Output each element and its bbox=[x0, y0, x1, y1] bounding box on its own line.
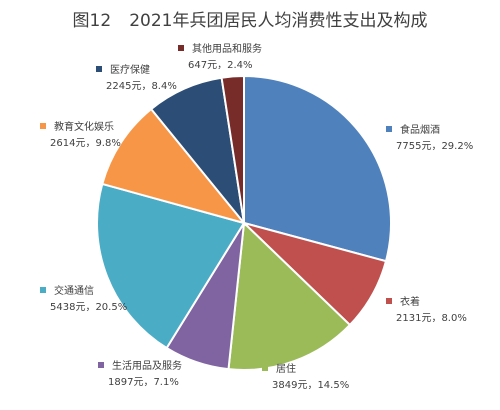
slice-value-label: 2245元，8.4% bbox=[106, 81, 177, 92]
legend-marker bbox=[386, 126, 392, 132]
slice-category-label: 生活用品及服务 bbox=[112, 359, 182, 372]
slice-label-2: 衣着 2131元，8.0% bbox=[386, 295, 467, 324]
slice-category-label: 食品烟酒 bbox=[400, 123, 440, 136]
slice-label-7: 医疗保健 2245元，8.4% bbox=[96, 63, 177, 92]
slice-category-label: 医疗保健 bbox=[110, 63, 150, 76]
chart-title: 图12 2021年兵团居民人均消费性支出及构成 bbox=[0, 6, 500, 31]
slice-category-label: 交通通信 bbox=[54, 284, 94, 297]
legend-marker bbox=[40, 287, 46, 293]
slice-1 bbox=[243, 74, 392, 263]
figure-number: 图12 bbox=[72, 11, 112, 31]
figure-title-text: 2021年兵团居民人均消费性支出及构成 bbox=[129, 11, 428, 31]
slice-label-4: 生活用品及服务 1897元，7.1% bbox=[98, 359, 182, 388]
slice-label-6: 教育文化娱乐 2614元，9.8% bbox=[40, 120, 121, 149]
legend-marker bbox=[386, 298, 392, 304]
slice-category-label: 衣着 bbox=[400, 295, 420, 308]
slice-value-label: 2131元，8.0% bbox=[396, 313, 467, 324]
slice-label-8: 其他用品和服务 647元，2.4% bbox=[178, 42, 262, 71]
slice-category-label: 教育文化娱乐 bbox=[54, 120, 114, 133]
legend-marker bbox=[40, 123, 46, 129]
slice-labels: 食品烟酒 7755元，29.2% 衣着 2131元，8.0% 居住 3849元，14.5%… bbox=[40, 42, 473, 391]
slice-label-5: 交通通信 5438元，20.5% bbox=[40, 284, 127, 313]
slice-3 bbox=[227, 220, 352, 371]
slice-value-label: 5438元，20.5% bbox=[50, 302, 127, 313]
slice-value-label: 647元，2.4% bbox=[188, 60, 253, 71]
legend-marker bbox=[96, 66, 102, 72]
pie-slices bbox=[96, 74, 392, 371]
slice-8 bbox=[220, 74, 245, 224]
slice-category-label: 居住 bbox=[276, 362, 296, 375]
slice-label-1: 食品烟酒 7755元，29.2% bbox=[386, 123, 473, 152]
slice-value-label: 7755元，29.2% bbox=[396, 141, 473, 152]
legend-marker bbox=[178, 45, 184, 51]
slice-value-label: 3849元，14.5% bbox=[272, 380, 349, 391]
slice-category-label: 其他用品和服务 bbox=[192, 42, 262, 55]
slice-label-3: 居住 3849元，14.5% bbox=[262, 362, 349, 391]
legend-marker bbox=[262, 365, 268, 371]
slice-5 bbox=[96, 182, 246, 350]
slice-value-label: 1897元，7.1% bbox=[108, 377, 179, 388]
slice-value-label: 2614元，9.8% bbox=[50, 138, 121, 149]
legend-marker bbox=[98, 362, 104, 368]
slice-6 bbox=[101, 107, 247, 225]
